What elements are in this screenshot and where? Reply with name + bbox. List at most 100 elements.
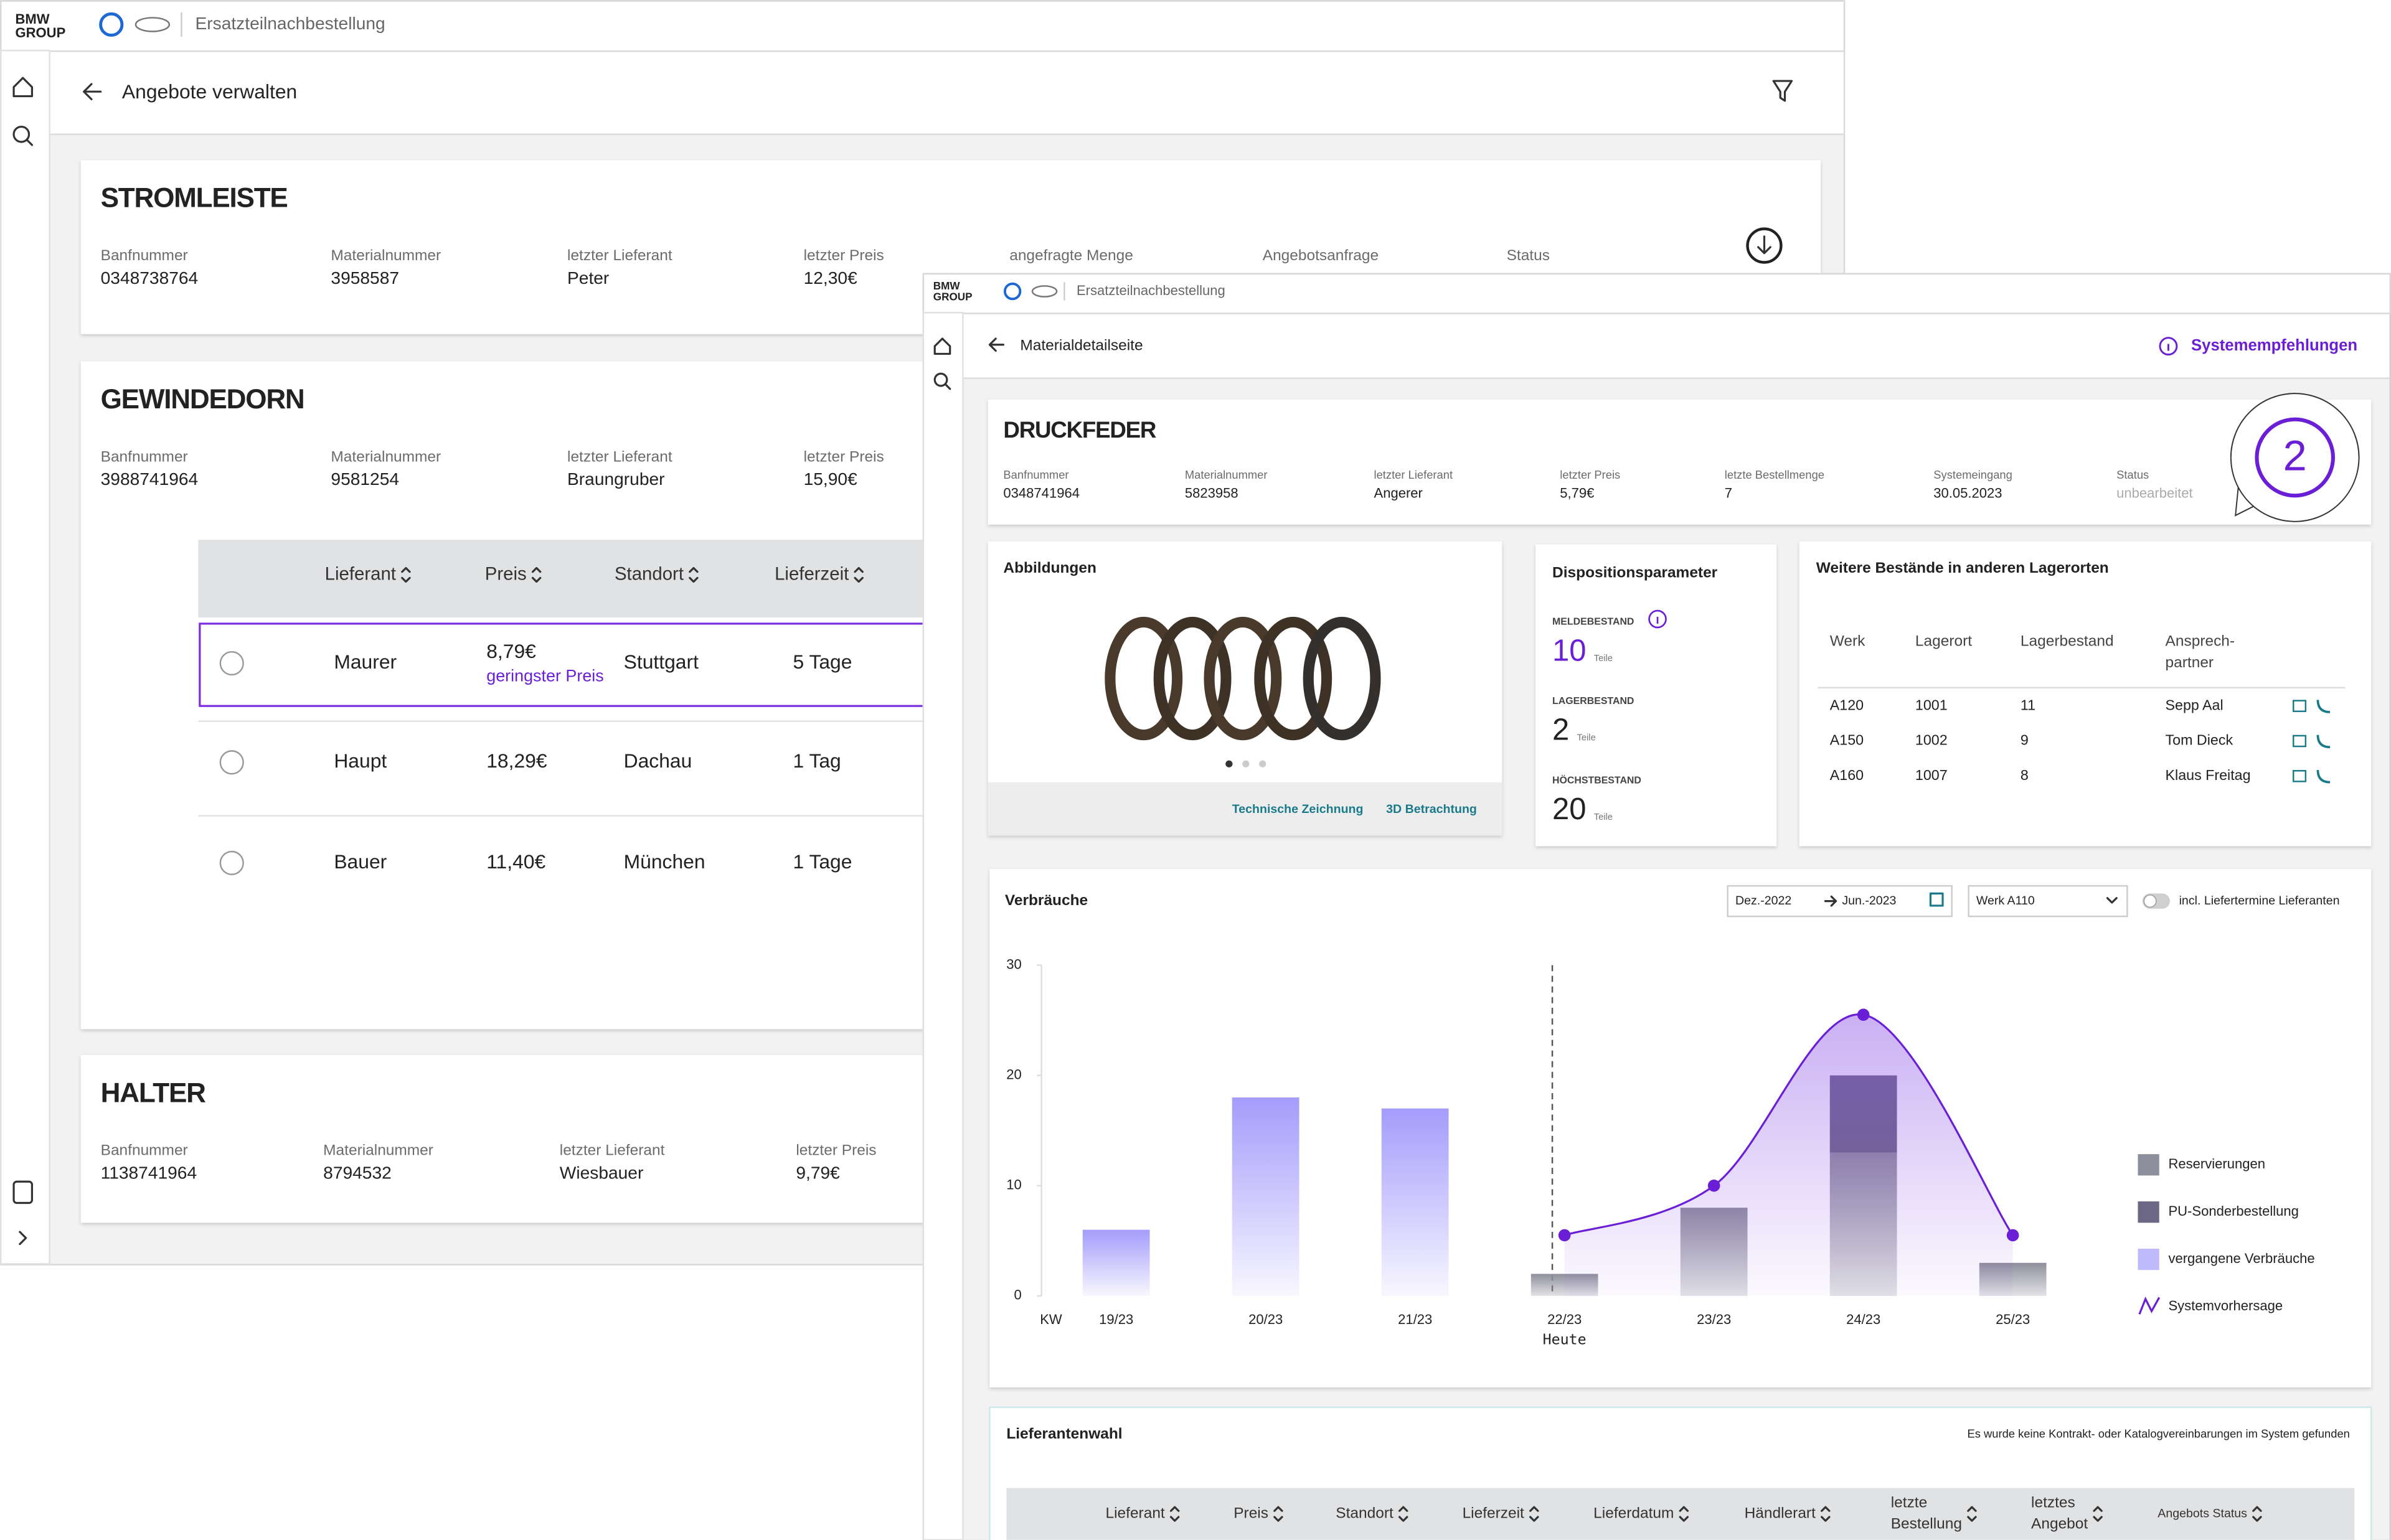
recommendations-button[interactable]: Systemempfehlungen <box>2159 337 2357 356</box>
x-tick-label: 22/23 <box>1547 1312 1582 1327</box>
carousel-dot[interactable] <box>1259 760 1266 768</box>
x-tick-label: 23/23 <box>1697 1312 1731 1327</box>
toggle-label: incl. Liefertermine Lieferanten <box>2179 894 2340 908</box>
home-icon[interactable] <box>933 337 951 355</box>
recommendations-label: Systemempfehlungen <box>2191 337 2357 354</box>
date-range[interactable] <box>1727 885 1953 918</box>
plant-select[interactable] <box>1968 885 2128 918</box>
column-header: Ansprech- <box>2166 633 2235 650</box>
column-header: Lieferzeit <box>775 563 849 584</box>
field-label: Materialnummer <box>331 448 441 465</box>
field-value: Peter <box>567 268 609 288</box>
download-button[interactable] <box>1746 227 1783 264</box>
sidebar <box>922 312 964 1540</box>
radio-button[interactable] <box>219 650 244 676</box>
arrow-icon <box>1824 895 1837 907</box>
field-value: 12,30€ <box>804 268 857 288</box>
cell: Sepp Aal <box>2166 697 2224 713</box>
carousel-dot[interactable] <box>1242 760 1250 768</box>
sort-icon <box>1529 1506 1539 1522</box>
field-value: Angerer <box>1374 486 1423 501</box>
back-button[interactable] <box>988 337 1005 352</box>
field-value: 0348741964 <box>1003 486 1080 501</box>
title-row <box>50 52 1844 134</box>
sort-icon <box>1967 1506 1977 1522</box>
product-image <box>1105 616 1381 741</box>
card <box>989 869 2372 1387</box>
mail-icon[interactable] <box>2293 735 2307 748</box>
field-label: letzter Lieferant <box>560 1142 665 1159</box>
x-tick-label: 21/23 <box>1398 1312 1432 1327</box>
sort-icon <box>1169 1506 1180 1522</box>
y-tick-label: 10 <box>1006 1177 1022 1193</box>
phone-icon[interactable] <box>2316 769 2331 784</box>
radio-button[interactable] <box>219 750 244 775</box>
field-label: Banfnummer <box>1003 468 1068 481</box>
param-value: 2 <box>1552 713 1569 747</box>
field-label: Status <box>2116 468 2149 481</box>
calendar-icon[interactable] <box>1929 892 1944 907</box>
card-title: DRUCKFEDER <box>1003 417 1156 443</box>
field-label: letzter Lieferant <box>567 448 672 465</box>
link[interactable]: Technische Zeichnung <box>1232 802 1364 816</box>
link[interactable]: 3D Betrachtung <box>1386 802 1477 816</box>
front-window: BMW GROUP Ersatzteilnachbestellung Mater… <box>922 273 2391 1540</box>
sort-icon <box>1398 1506 1408 1522</box>
info-icon[interactable] <box>1648 609 1667 629</box>
logo: GROUP <box>933 290 973 303</box>
param-unit: Teile <box>1594 812 1613 822</box>
legend-label: PU-Sonderbestellung <box>2168 1203 2298 1219</box>
sort-icon <box>1273 1506 1283 1522</box>
info-icon[interactable] <box>12 1180 34 1204</box>
field-value: 5823958 <box>1185 486 1238 501</box>
phone-icon[interactable] <box>2316 735 2331 749</box>
filter-button[interactable] <box>1772 80 1793 102</box>
mail-icon[interactable] <box>2293 770 2307 782</box>
field-value: 1138741964 <box>101 1163 197 1182</box>
phone-icon[interactable] <box>2316 700 2331 713</box>
cell: A150 <box>1830 732 1864 748</box>
legend-label: vergangene Verbräuche <box>2168 1251 2314 1266</box>
bar <box>1381 1108 1449 1296</box>
logo: BMW <box>933 279 961 292</box>
y-tick-label: 0 <box>1014 1287 1022 1303</box>
selected-row[interactable] <box>199 622 933 707</box>
field-label: letzter Preis <box>804 448 884 465</box>
cell: 1 Tag <box>793 749 841 772</box>
legend-label: Reservierungen <box>2168 1156 2265 1171</box>
sort-icon <box>1679 1506 1689 1522</box>
cell: 18,29€ <box>486 749 547 772</box>
field-label: letzter Preis <box>1560 468 1620 481</box>
bar <box>1082 1229 1150 1296</box>
badge: 2 <box>2230 393 2360 522</box>
radio-button[interactable] <box>219 850 244 875</box>
date-to: Jun.-2023 <box>1842 894 1896 908</box>
carousel-dot[interactable] <box>1225 760 1233 768</box>
column-header: Angebots Status <box>2158 1506 2247 1520</box>
page-title: Angebote verwalten <box>122 80 297 103</box>
x-tick-label: 20/23 <box>1248 1312 1283 1327</box>
cell: Dachau <box>624 749 692 772</box>
back-button[interactable] <box>83 83 102 101</box>
sort-icon <box>531 566 542 583</box>
x-tick-label: 25/23 <box>1996 1312 2030 1327</box>
card-title: STROMLEISTE <box>101 183 288 214</box>
home-icon[interactable] <box>12 77 34 98</box>
search-icon[interactable] <box>12 125 34 146</box>
sort-icon <box>689 566 699 583</box>
logo: BMW <box>15 11 49 27</box>
forecast-area <box>1564 1014 2013 1296</box>
legend-swatch <box>2138 1154 2159 1176</box>
column-header: Bestellung <box>1891 1516 1962 1533</box>
card-title: Abbildungen <box>1003 560 1096 576</box>
cell: A120 <box>1830 697 1864 713</box>
mail-icon[interactable] <box>2293 700 2307 712</box>
brand-icon <box>1003 282 1022 301</box>
brand-icon <box>99 12 124 37</box>
app-title: Ersatzteilnachbestellung <box>195 14 385 33</box>
column-header: Angebot <box>2031 1516 2088 1533</box>
field-value: unbearbeitet <box>2116 486 2193 501</box>
field-value: 9,79€ <box>796 1163 840 1182</box>
expand-icon[interactable] <box>19 1231 27 1246</box>
search-icon[interactable] <box>933 372 951 390</box>
